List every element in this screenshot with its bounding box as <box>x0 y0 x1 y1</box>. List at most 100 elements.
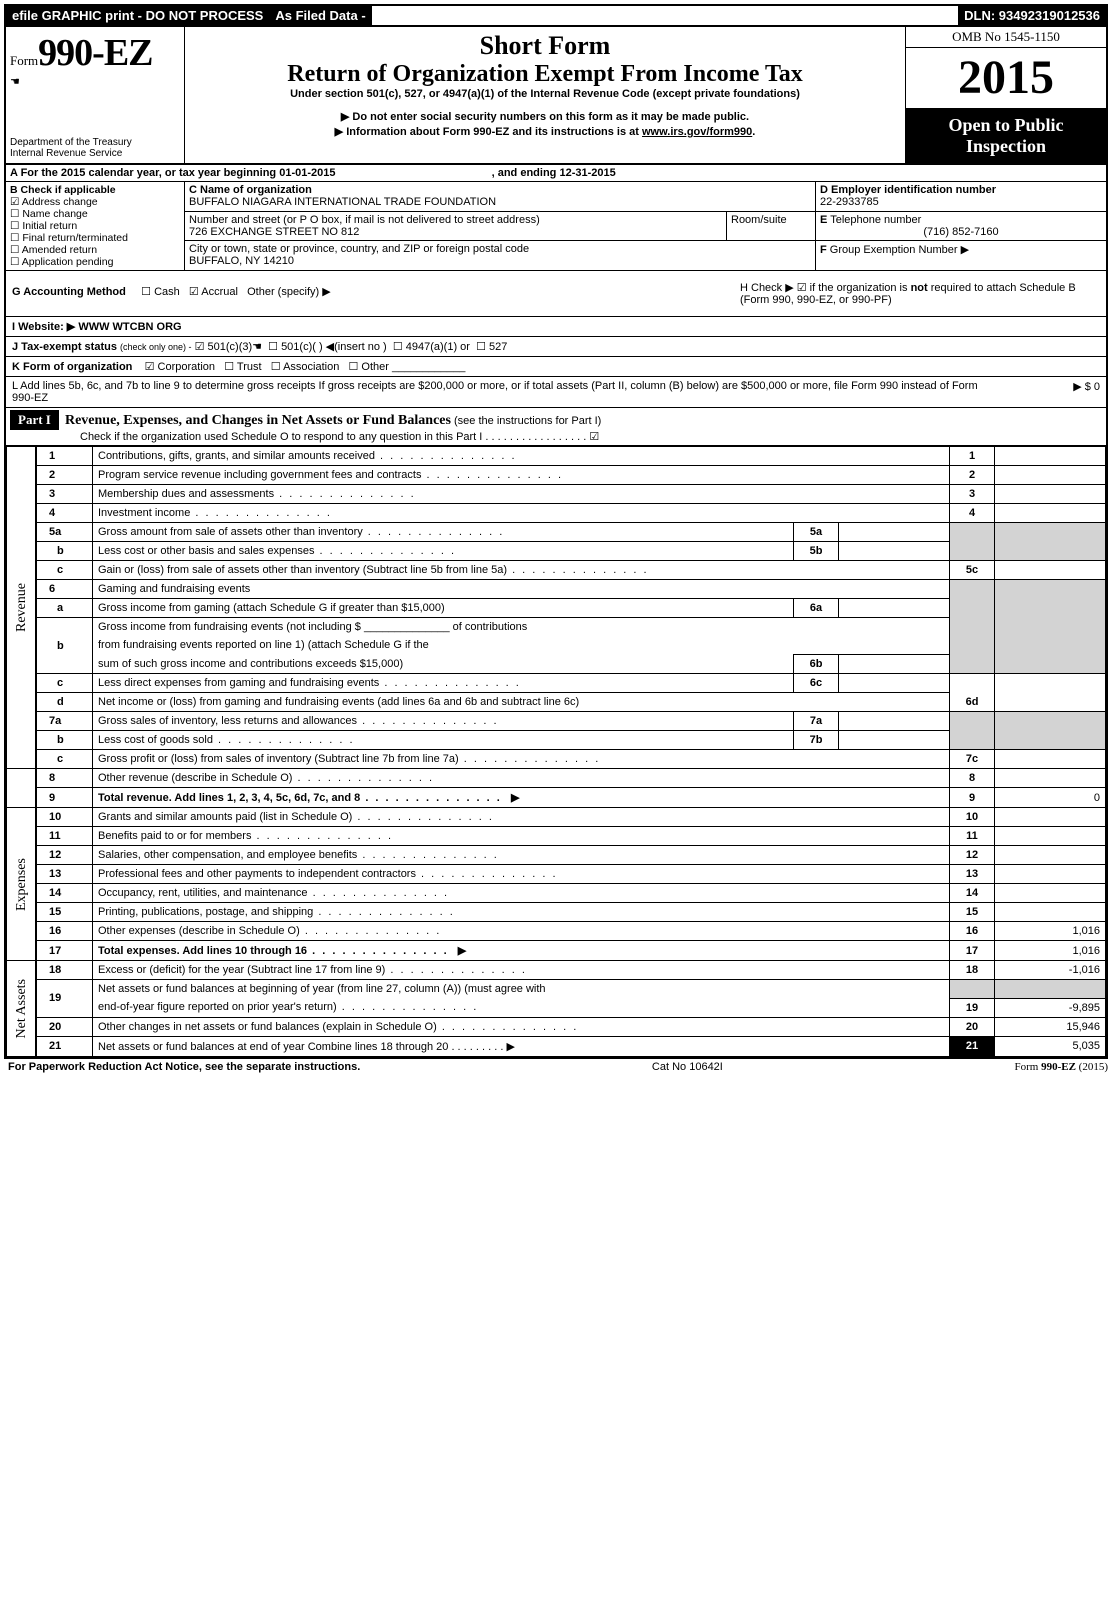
line-j-label: J Tax-exempt status <box>12 341 117 353</box>
footer-form: 990-EZ <box>1041 1061 1076 1073</box>
amt-16: 1,016 <box>995 922 1106 941</box>
part1-title: Revenue, Expenses, and Changes in Net As… <box>65 413 451 428</box>
box-17: 17 <box>950 941 995 961</box>
line-l-text: L Add lines 5b, 6c, and 7b to line 9 to … <box>6 377 994 407</box>
row-9: 9 Total revenue. Add lines 1, 2, 3, 4, 5… <box>7 788 1106 808</box>
check-final-return[interactable]: Final return/terminated <box>10 232 180 244</box>
section-b-label: B Check if applicable <box>10 184 180 196</box>
amt-4 <box>995 504 1106 523</box>
section-c: C Name of organization BUFFALO NIAGARA I… <box>185 182 816 270</box>
desc-13: Professional fees and other payments to … <box>93 865 950 884</box>
check-trust[interactable]: Trust <box>224 361 261 373</box>
box-4: 4 <box>950 504 995 523</box>
box-14: 14 <box>950 884 995 903</box>
desc-11: Benefits paid to or for members <box>93 827 950 846</box>
irs-link[interactable]: www.irs.gov/form990 <box>642 126 752 138</box>
row-7c: c Gross profit or (loss) from sales of i… <box>7 750 1106 769</box>
shade-19-amt <box>995 980 1106 999</box>
check-corporation[interactable]: Corporation <box>145 361 215 373</box>
section-bcdef: B Check if applicable Address change Nam… <box>6 182 1106 271</box>
row-6c: c Less direct expenses from gaming and f… <box>7 674 1106 693</box>
box-7a: 7a <box>794 712 839 731</box>
omb-number: OMB No 1545-1150 <box>906 27 1106 48</box>
amt-15 <box>995 903 1106 922</box>
amt-9: 0 <box>995 788 1106 808</box>
lnum-3: 3 <box>36 485 93 504</box>
check-association[interactable]: Association <box>271 361 340 373</box>
amt-7c <box>995 750 1106 769</box>
line-g-label: G Accounting Method <box>12 286 126 298</box>
check-accrual[interactable]: Accrual <box>189 286 238 298</box>
row-12: 12 Salaries, other compensation, and emp… <box>7 846 1106 865</box>
no-ssn-line: ▶ Do not enter social security numbers o… <box>193 110 897 123</box>
phone-value: (716) 852-7160 <box>820 226 1102 238</box>
check-initial-return[interactable]: Initial return <box>10 220 180 232</box>
check-501c3[interactable]: 501(c)(3) <box>195 341 253 353</box>
box-10: 10 <box>950 808 995 827</box>
header-row: Form990-EZ ☚ Department of the Treasury … <box>6 27 1106 165</box>
box-1: 1 <box>950 447 995 466</box>
lnum-5c: c <box>36 561 93 580</box>
check-name-change[interactable]: Name change <box>10 208 180 220</box>
check-4947[interactable]: 4947(a)(1) or <box>393 341 470 353</box>
check-501c[interactable]: 501(c)( ) ◀(insert no ) <box>268 341 387 353</box>
form-container: efile GRAPHIC print - DO NOT PROCESS As … <box>4 4 1108 1059</box>
part1-header-row: Part I Revenue, Expenses, and Changes in… <box>6 408 1106 446</box>
box-6b: 6b <box>794 655 839 674</box>
lnum-6a: a <box>36 599 93 618</box>
room-label: Room/suite <box>731 214 787 226</box>
desc-7c: Gross profit or (loss) from sales of inv… <box>93 750 950 769</box>
open-public-1: Open to Public <box>908 115 1104 136</box>
row-6d: d Net income or (loss) from gaming and f… <box>7 693 1106 712</box>
part1-check: Check if the organization used Schedule … <box>10 431 599 443</box>
desc-8: Other revenue (describe in Schedule O) <box>93 769 950 788</box>
netassets-side-label: Net Assets <box>7 961 37 1057</box>
check-527[interactable]: 527 <box>476 341 507 353</box>
desc-5c: Gain or (loss) from sale of assets other… <box>93 561 950 580</box>
dept-irs: Internal Revenue Service <box>10 148 180 159</box>
row-5b: b Less cost or other basis and sales exp… <box>7 542 1106 561</box>
amt-3 <box>995 485 1106 504</box>
box-13: 13 <box>950 865 995 884</box>
row-13: 13 Professional fees and other payments … <box>7 865 1106 884</box>
desc-6d: Net income or (loss) from gaming and fun… <box>93 693 950 712</box>
row-1: Revenue 1 Contributions, gifts, grants, … <box>7 447 1106 466</box>
expenses-side-label: Expenses <box>7 808 37 961</box>
check-amended-return[interactable]: Amended return <box>10 244 180 256</box>
box-20: 20 <box>950 1017 995 1036</box>
line-h: H Check ▶ ☑ if the organization is not r… <box>734 271 1106 316</box>
line-j-hint: (check only one) - <box>120 342 192 352</box>
lnum-18: 18 <box>36 961 93 980</box>
amt-18: -1,016 <box>995 961 1106 980</box>
row-21: 21 Net assets or fund balances at end of… <box>7 1036 1106 1056</box>
row-17: 17 Total expenses. Add lines 10 through … <box>7 941 1106 961</box>
org-name: BUFFALO NIAGARA INTERNATIONAL TRADE FOUN… <box>189 196 496 208</box>
website-value: WWW WTCBN ORG <box>78 321 181 333</box>
box-19: 19 <box>950 998 995 1017</box>
row-5a: 5a Gross amount from sale of assets othe… <box>7 523 1106 542</box>
check-application-pending[interactable]: Application pending <box>10 256 180 268</box>
lnum-12: 12 <box>36 846 93 865</box>
amt-13 <box>995 865 1106 884</box>
revenue-side-label: Revenue <box>7 447 37 769</box>
box-8: 8 <box>950 769 995 788</box>
lnum-21: 21 <box>36 1036 93 1056</box>
line-j-row: J Tax-exempt status (check only one) - 5… <box>6 337 1106 357</box>
desc-12: Salaries, other compensation, and employ… <box>93 846 950 865</box>
desc-5b: Less cost or other basis and sales expen… <box>93 542 794 561</box>
section-c-label: C Name of organization <box>189 184 312 196</box>
lnum-6b: b <box>36 618 93 674</box>
line-a: A For the 2015 calendar year, or tax yea… <box>6 165 1106 182</box>
shade-7 <box>950 712 995 750</box>
efile-label: efile GRAPHIC print - DO NOT PROCESS <box>6 6 269 25</box>
check-address-change[interactable]: Address change <box>10 196 180 208</box>
desc-6: Gaming and fundraising events <box>93 580 950 599</box>
amt-21: 5,035 <box>995 1036 1106 1056</box>
row-7b: b Less cost of goods sold 7b <box>7 731 1106 750</box>
desc-3: Membership dues and assessments <box>93 485 950 504</box>
check-other-org[interactable]: Other <box>349 361 389 373</box>
street-label: Number and street (or P O box, if mail i… <box>189 214 540 226</box>
check-cash[interactable]: Cash <box>141 286 180 298</box>
lnum-6: 6 <box>36 580 93 599</box>
row-6b1: b Gross income from fundraising events (… <box>7 618 1106 637</box>
